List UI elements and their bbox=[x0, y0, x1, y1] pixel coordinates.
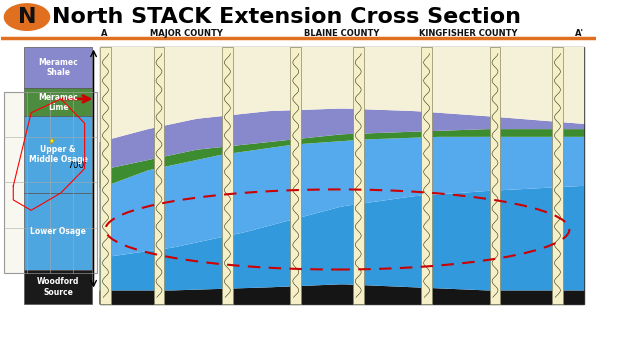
Bar bbox=[154, 47, 164, 304]
Polygon shape bbox=[99, 137, 584, 258]
Circle shape bbox=[4, 4, 49, 30]
Polygon shape bbox=[99, 108, 584, 170]
Text: A: A bbox=[101, 29, 107, 38]
Text: Consistent and Prominent Osage Section Thickening to the North and West: Consistent and Prominent Osage Section T… bbox=[103, 47, 495, 57]
Bar bbox=[290, 47, 301, 304]
Text: A': A' bbox=[575, 29, 584, 38]
Polygon shape bbox=[99, 129, 584, 188]
FancyBboxPatch shape bbox=[24, 47, 92, 88]
Bar bbox=[353, 47, 364, 304]
Text: North STACK Extension Cross Section: North STACK Extension Cross Section bbox=[52, 7, 521, 27]
FancyBboxPatch shape bbox=[24, 88, 92, 116]
Bar bbox=[4, 92, 97, 273]
FancyBboxPatch shape bbox=[24, 193, 92, 270]
Bar bbox=[552, 47, 563, 304]
Text: Upper &
Middle Osage: Upper & Middle Osage bbox=[29, 145, 87, 164]
Polygon shape bbox=[99, 284, 584, 304]
Bar bbox=[100, 47, 111, 304]
Bar bbox=[490, 47, 500, 304]
Text: Woodford
Source: Woodford Source bbox=[37, 277, 79, 297]
Text: N: N bbox=[17, 7, 36, 27]
Bar bbox=[421, 47, 432, 304]
Bar bbox=[99, 47, 584, 304]
Text: MAJOR COUNTY: MAJOR COUNTY bbox=[150, 29, 223, 38]
Bar bbox=[222, 47, 233, 304]
Polygon shape bbox=[99, 186, 584, 290]
Text: BLAINE COUNTY: BLAINE COUNTY bbox=[304, 29, 379, 38]
Text: 700': 700' bbox=[67, 160, 87, 170]
FancyBboxPatch shape bbox=[24, 270, 92, 304]
Text: KINGFISHER COUNTY: KINGFISHER COUNTY bbox=[419, 29, 517, 38]
Polygon shape bbox=[99, 47, 584, 142]
Text: Meramec
Lime: Meramec Lime bbox=[38, 93, 78, 112]
Text: Meramec
Shale: Meramec Shale bbox=[38, 58, 78, 77]
FancyBboxPatch shape bbox=[24, 116, 92, 193]
Text: Lower Osage: Lower Osage bbox=[30, 227, 86, 236]
